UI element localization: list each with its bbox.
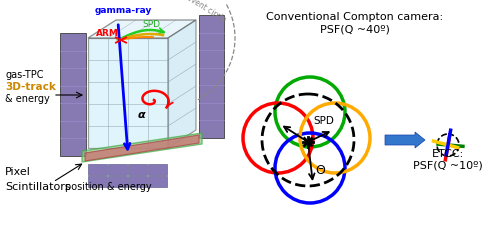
Polygon shape <box>148 164 167 175</box>
Text: gamma-ray: gamma-ray <box>95 6 152 15</box>
Polygon shape <box>108 176 127 187</box>
Polygon shape <box>88 38 168 148</box>
Polygon shape <box>148 176 167 187</box>
Text: ETCC:: ETCC: <box>432 149 464 159</box>
Text: Pixel: Pixel <box>5 167 31 177</box>
Text: Conventional Compton camera:: Conventional Compton camera: <box>266 12 444 22</box>
Polygon shape <box>88 164 107 175</box>
Text: & energy: & energy <box>5 94 50 104</box>
Polygon shape <box>88 20 196 38</box>
Polygon shape <box>199 15 224 138</box>
Text: SPD: SPD <box>142 20 160 29</box>
Text: 3D-track: 3D-track <box>5 82 56 92</box>
Text: ARM: ARM <box>96 29 119 38</box>
Polygon shape <box>82 133 202 162</box>
Polygon shape <box>85 135 199 161</box>
Text: gas-TPC: gas-TPC <box>5 70 44 80</box>
Text: Θ: Θ <box>315 164 325 177</box>
Polygon shape <box>128 164 147 175</box>
Polygon shape <box>168 20 196 148</box>
FancyArrow shape <box>385 132 425 148</box>
Text: event circle: event circle <box>185 0 228 24</box>
Text: PSF(Q ~10º): PSF(Q ~10º) <box>413 160 483 170</box>
Polygon shape <box>88 176 107 187</box>
Text: SPD: SPD <box>313 116 334 126</box>
Text: Scintillators: Scintillators <box>5 182 70 192</box>
Polygon shape <box>60 33 86 156</box>
Text: position & energy: position & energy <box>65 182 152 192</box>
Text: α: α <box>138 110 145 120</box>
Polygon shape <box>128 176 147 187</box>
Polygon shape <box>108 164 127 175</box>
Text: PSF(Q ~40º): PSF(Q ~40º) <box>320 24 390 34</box>
